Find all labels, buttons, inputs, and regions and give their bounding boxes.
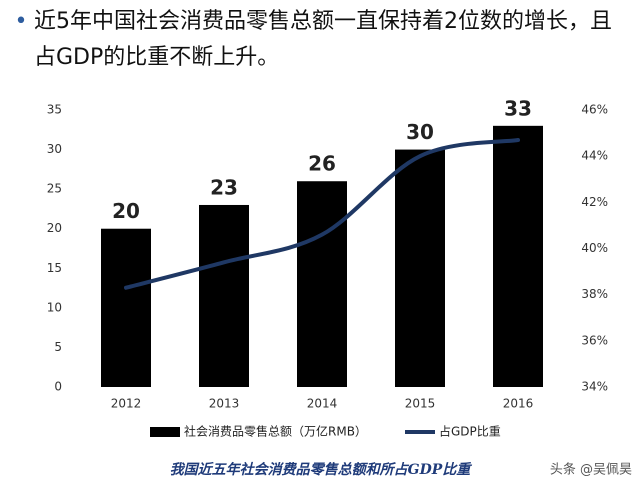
- y-tick-label: 15: [47, 261, 62, 275]
- y2-tick-label: 40%: [581, 241, 608, 255]
- y-tick-label: 0: [54, 380, 62, 394]
- caption: 我国近五年社会消费品零售总额和所占GDP比重: [170, 461, 473, 478]
- y-tick-label: 5: [54, 340, 62, 354]
- bar: [199, 204, 249, 387]
- y2-tick-label: 42%: [581, 195, 608, 209]
- y-tick-label: 25: [47, 182, 62, 196]
- y2-tick-label: 36%: [581, 333, 608, 347]
- x-tick-label: 2015: [405, 397, 436, 411]
- y2-tick-label: 34%: [581, 380, 608, 394]
- legend-label: 社会消费品零售总额（万亿RMB）: [184, 424, 367, 439]
- line: [124, 138, 520, 290]
- y-tick-label: 30: [47, 142, 62, 156]
- bar: [493, 125, 543, 387]
- y2-tick-label: 38%: [581, 287, 608, 301]
- value-label: 30: [406, 120, 434, 144]
- bullet: •: [14, 9, 28, 34]
- title-block: • 近5年中国社会消费品零售总额一直保持着2位数的增长，且占GDP的比重不断上升…: [8, 4, 628, 76]
- watermark: 头条 @吴佩昊: [550, 462, 632, 478]
- bar: [101, 228, 151, 387]
- y-tick-label: 35: [47, 103, 62, 117]
- x-tick-label: 2012: [111, 397, 142, 411]
- value-label: 23: [210, 175, 238, 199]
- x-tick-label: 2013: [209, 397, 240, 411]
- bar: [395, 149, 445, 387]
- x-tick-label: 2014: [307, 397, 338, 411]
- x-tick-label: 2016: [503, 397, 534, 411]
- legend-label: 占GDP比重: [439, 424, 501, 439]
- y2-tick-label: 46%: [581, 103, 608, 117]
- value-label: 26: [308, 152, 336, 176]
- value-label: 33: [504, 96, 532, 120]
- y-tick-label: 20: [47, 221, 62, 235]
- y-tick-label: 10: [47, 300, 62, 314]
- bar: [297, 181, 347, 387]
- y2-tick-label: 44%: [581, 149, 608, 163]
- legend-swatch: [150, 427, 180, 437]
- value-label: 20: [112, 199, 140, 223]
- chart-title: 近5年中国社会消费品零售总额一直保持着2位数的增长，且占GDP的比重不断上升。: [34, 9, 612, 70]
